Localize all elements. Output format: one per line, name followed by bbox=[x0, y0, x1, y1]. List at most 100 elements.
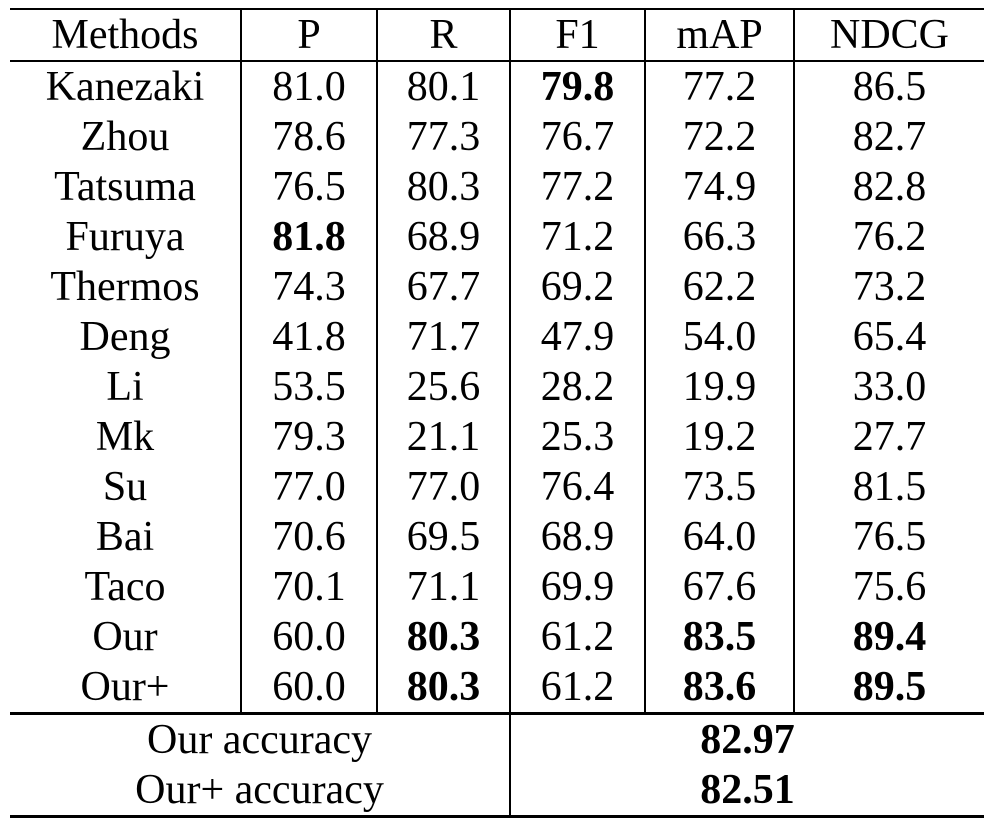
value-cell: 76.5 bbox=[241, 162, 378, 212]
value-cell: 69.2 bbox=[510, 262, 646, 312]
column-header: P bbox=[241, 8, 378, 62]
table-row: Mk 79.3 21.1 25.3 19.2 27.7 bbox=[10, 412, 984, 462]
value-cell: 77.0 bbox=[377, 462, 511, 512]
value-cell: 76.4 bbox=[510, 462, 646, 512]
value-cell: 89.5 bbox=[794, 662, 984, 715]
table-row: Our+ 60.0 80.3 61.2 83.6 89.5 bbox=[10, 662, 984, 715]
value-cell: 69.5 bbox=[377, 512, 511, 562]
value-cell: 25.6 bbox=[377, 362, 511, 412]
value-cell: 61.2 bbox=[510, 662, 646, 715]
value-cell: 73.2 bbox=[852, 264, 927, 310]
value-cell: 80.1 bbox=[377, 61, 511, 112]
value-cell: 73.5 bbox=[645, 462, 795, 512]
value-cell: 61.2 bbox=[510, 612, 646, 662]
value-cell: 74.3 bbox=[241, 262, 378, 312]
value-cell: 71.7 bbox=[377, 312, 511, 362]
value-cell: 82.8 bbox=[852, 164, 927, 210]
value-cell: 82.7 bbox=[852, 114, 927, 160]
table-row: Furuya 81.8 68.9 71.2 66.3 76.2 bbox=[10, 212, 984, 262]
accuracy-row: Our accuracy 82.97 bbox=[10, 713, 984, 765]
value-cell: 77.2 bbox=[510, 162, 646, 212]
method-cell: Our+ bbox=[10, 662, 242, 715]
table-row: Li 53.5 25.6 28.2 19.9 33.0 bbox=[10, 362, 984, 412]
table-body: Kanezaki 81.0 80.1 79.8 77.2 86.5 Zhou 78.6 77.3… bbox=[10, 61, 984, 715]
table-row: Zhou 78.6 77.3 76.7 72.2 82.7 bbox=[10, 112, 984, 162]
accuracy-value: 82.51 bbox=[510, 765, 984, 818]
value-cell: 83.5 bbox=[645, 612, 795, 662]
value-cell: 70.1 bbox=[241, 562, 378, 612]
table-row: Thermos 74.3 67.7 69.2 62.2 73.2 bbox=[10, 262, 984, 312]
table-row: Tatsuma 76.5 80.3 77.2 74.9 82.8 bbox=[10, 162, 984, 212]
value-cell: 76.2 bbox=[852, 214, 927, 260]
value-cell: 83.6 bbox=[645, 662, 795, 715]
value-cell: 21.1 bbox=[377, 412, 511, 462]
value-cell: 54.0 bbox=[645, 312, 795, 362]
accuracy-value: 82.97 bbox=[700, 717, 795, 763]
method-cell: Our bbox=[10, 612, 242, 662]
method-cell: Su bbox=[10, 462, 242, 512]
value-cell: 67.7 bbox=[377, 262, 511, 312]
column-header: R bbox=[377, 8, 511, 62]
table-row: Our 60.0 80.3 61.2 83.5 89.4 bbox=[10, 612, 984, 662]
table-row: Bai 70.6 69.5 68.9 64.0 76.5 bbox=[10, 512, 984, 562]
table-row: Kanezaki 81.0 80.1 79.8 77.2 86.5 bbox=[10, 61, 984, 112]
value-cell: 72.2 bbox=[645, 112, 795, 162]
value-cell: 81.0 bbox=[241, 61, 378, 112]
value-cell: 65.4 bbox=[852, 314, 927, 360]
value-cell: 28.2 bbox=[510, 362, 646, 412]
results-table: Methods P R F1 mAP NDCG Kanezaki 81.0 80.1… bbox=[10, 8, 984, 818]
accuracy-row: Our+ accuracy 82.51 bbox=[10, 765, 984, 818]
value-cell: 79.8 bbox=[510, 61, 646, 112]
table-row: Su 77.0 77.0 76.4 73.5 81.5 bbox=[10, 462, 984, 512]
method-cell: Li bbox=[10, 362, 242, 412]
column-header: mAP bbox=[645, 8, 795, 62]
value-cell: 71.2 bbox=[510, 212, 646, 262]
value-cell: 74.9 bbox=[645, 162, 795, 212]
header-row: Methods P R F1 mAP NDCG bbox=[10, 8, 984, 62]
method-cell: Zhou bbox=[10, 112, 242, 162]
value-cell: 47.9 bbox=[510, 312, 646, 362]
value-cell: 77.2 bbox=[645, 61, 795, 112]
value-cell: 64.0 bbox=[645, 512, 795, 562]
column-header: NDCG bbox=[794, 8, 984, 62]
method-cell: Furuya bbox=[10, 212, 242, 262]
value-cell: 70.6 bbox=[241, 512, 378, 562]
value-cell: 78.6 bbox=[241, 112, 378, 162]
value-cell: 33.0 bbox=[852, 364, 927, 410]
value-cell: 27.7 bbox=[852, 414, 927, 460]
value-cell: 80.3 bbox=[377, 162, 511, 212]
value-cell: 53.5 bbox=[241, 362, 378, 412]
method-cell: Tatsuma bbox=[10, 162, 242, 212]
value-cell: 25.3 bbox=[510, 412, 646, 462]
value-cell: 75.6 bbox=[852, 564, 927, 610]
value-cell: 86.5 bbox=[852, 64, 927, 110]
value-cell: 19.9 bbox=[645, 362, 795, 412]
column-header: F1 bbox=[510, 8, 646, 62]
value-cell: 77.3 bbox=[377, 112, 511, 162]
value-cell: 79.3 bbox=[241, 412, 378, 462]
value-cell: 80.3 bbox=[377, 662, 511, 715]
value-cell: 81.8 bbox=[241, 212, 378, 262]
value-cell: 68.9 bbox=[510, 512, 646, 562]
method-cell: Thermos bbox=[10, 262, 242, 312]
value-cell: 81.5 bbox=[852, 464, 927, 510]
accuracy-body: Our accuracy 82.97 Our+ accuracy 82.51 bbox=[10, 713, 984, 818]
method-cell: Mk bbox=[10, 412, 242, 462]
value-cell: 68.9 bbox=[377, 212, 511, 262]
accuracy-label: Our+ accuracy bbox=[10, 765, 511, 818]
value-cell: 60.0 bbox=[241, 612, 378, 662]
value-cell: 62.2 bbox=[645, 262, 795, 312]
value-cell: 76.7 bbox=[510, 112, 646, 162]
value-cell: 60.0 bbox=[241, 662, 378, 715]
method-cell: Bai bbox=[10, 512, 242, 562]
accuracy-label: Our accuracy bbox=[10, 713, 511, 765]
method-cell: Taco bbox=[10, 562, 242, 612]
value-cell: 19.2 bbox=[645, 412, 795, 462]
method-cell: Kanezaki bbox=[10, 61, 242, 112]
value-cell: 71.1 bbox=[377, 562, 511, 612]
value-cell: 66.3 bbox=[645, 212, 795, 262]
table-row: Deng 41.8 71.7 47.9 54.0 65.4 bbox=[10, 312, 984, 362]
value-cell: 76.5 bbox=[852, 514, 927, 560]
method-cell: Deng bbox=[10, 312, 242, 362]
value-cell: 77.0 bbox=[241, 462, 378, 512]
